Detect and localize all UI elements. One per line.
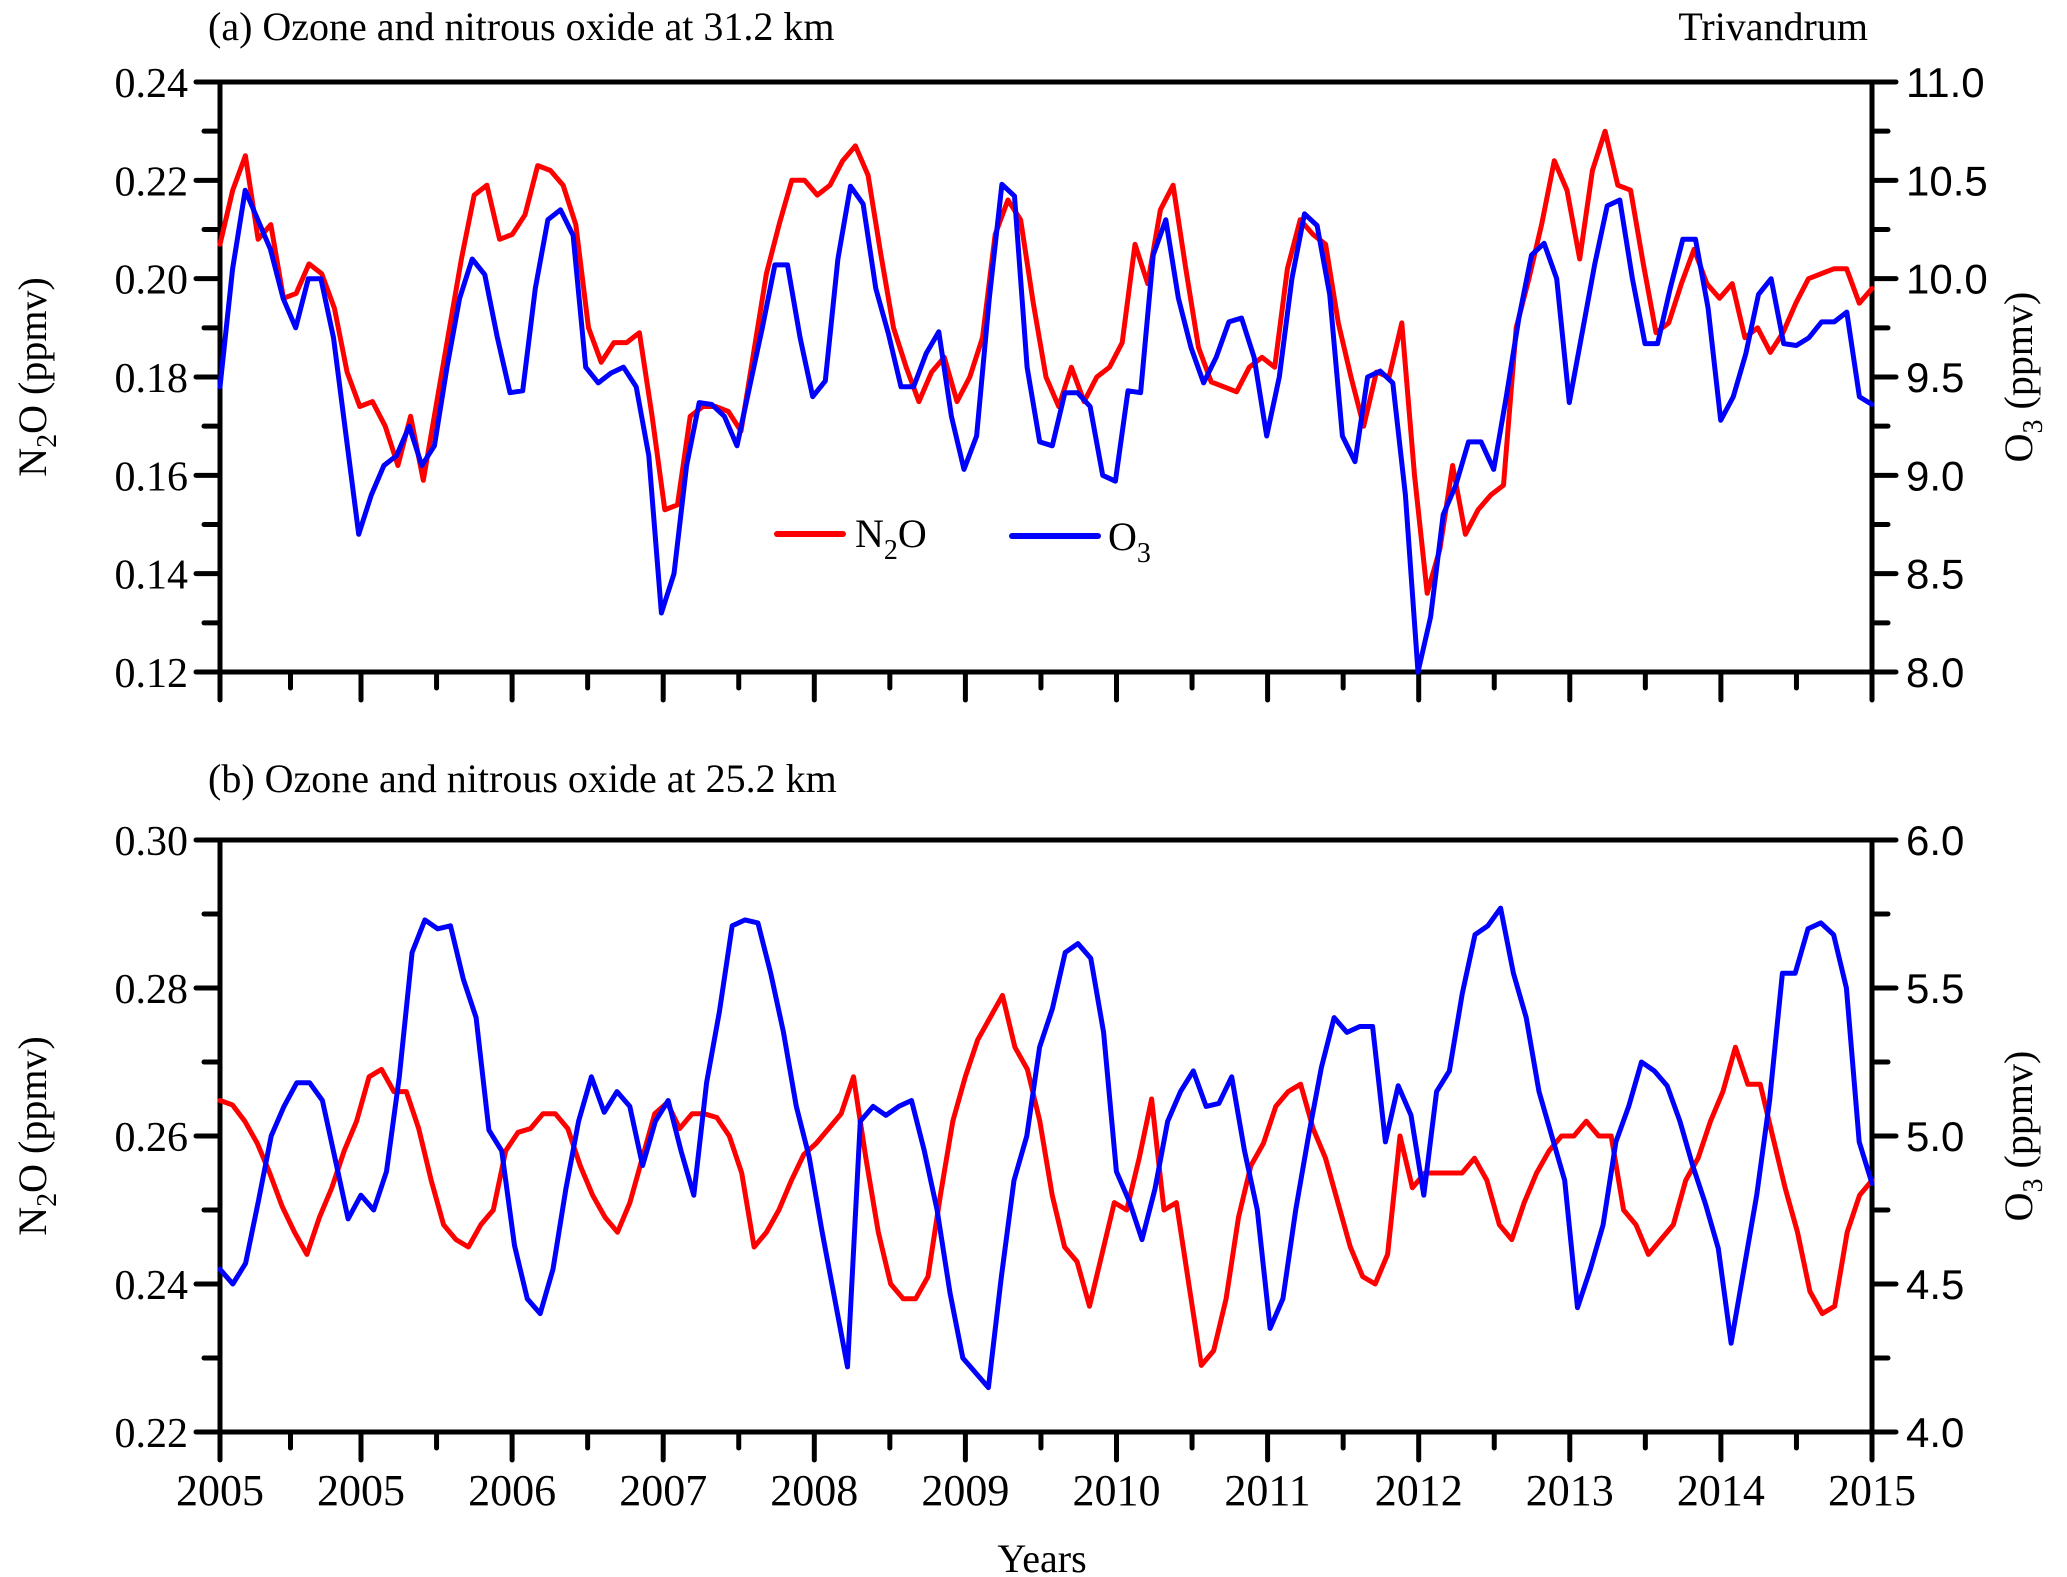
left-y-tick-label: 0.18 xyxy=(115,356,189,402)
right-y-tick-label: 9.0 xyxy=(1906,452,1964,499)
right-y-tick-label: 11.0 xyxy=(1906,59,1985,106)
left-y-tick-label: 0.24 xyxy=(115,1263,189,1309)
left-y-tick-label: 0.28 xyxy=(115,967,189,1013)
panel-b-frame xyxy=(217,837,1875,1435)
x-tick-label: 2014 xyxy=(1677,1466,1765,1515)
right-y-tick-label: 10.0 xyxy=(1906,256,1988,303)
left-y-tick-label: 0.26 xyxy=(115,1115,189,1161)
left-y-tick-label: 0.20 xyxy=(115,258,189,304)
x-tick-label: 2010 xyxy=(1073,1466,1161,1515)
x-tick-label: 2012 xyxy=(1375,1466,1463,1515)
legend: N2O O3 xyxy=(774,511,1151,569)
left-y-tick-label: 0.16 xyxy=(115,454,189,500)
right-y-tick-label: 4.5 xyxy=(1906,1261,1964,1308)
x-tick-label: 2009 xyxy=(921,1466,1009,1515)
left-y-tick-label: 0.30 xyxy=(115,819,189,865)
x-tick-label: 2008 xyxy=(770,1466,858,1515)
right-y-tick-label: 9.5 xyxy=(1906,354,1964,401)
panel-b-left-axis-label: N2O (ppmv) xyxy=(10,1036,63,1236)
x-axis-label: Years xyxy=(997,1536,1086,1577)
left-y-tick-label: 0.14 xyxy=(115,553,189,599)
x-tick-label: 2015 xyxy=(1828,1466,1916,1515)
right-y-tick-label: 8.0 xyxy=(1906,649,1964,696)
series-line-o3 xyxy=(217,905,1875,1391)
panel-b-series xyxy=(217,905,1875,1391)
panel-a-left-axis-label: N2O (ppmv) xyxy=(10,277,63,477)
panel-a-title: (a) Ozone and nitrous oxide at 31.2 km xyxy=(208,4,835,49)
series-line-n2o xyxy=(217,992,1875,1368)
panel-a-location-annotation: Trivandrum xyxy=(1678,4,1868,49)
right-y-tick-label: 5.5 xyxy=(1906,965,1964,1012)
panel-b-ticks: 0.22 4.0 0.24 4.5 0.26 5.0 0.28 5.5 0.30 6.0 xyxy=(115,817,1964,1463)
x-tick-label: 2005 xyxy=(176,1466,264,1515)
series-line-o3 xyxy=(217,181,1875,675)
panel-a-series xyxy=(217,128,1875,675)
x-tick-label: 2013 xyxy=(1526,1466,1614,1515)
series-line-n2o xyxy=(217,128,1875,596)
right-y-tick-label: 10.5 xyxy=(1906,157,1988,204)
panel-b-right-axis-label: O3 (ppmv) xyxy=(1996,1051,2049,1222)
x-tick-label: 2005 xyxy=(317,1466,405,1515)
left-y-tick-label: 0.24 xyxy=(115,61,189,107)
right-y-tick-label: 4.0 xyxy=(1906,1409,1964,1456)
left-y-tick-label: 0.22 xyxy=(115,1411,189,1457)
legend-o3-label: O3 xyxy=(1108,514,1151,569)
x-tick-label: 2007 xyxy=(619,1466,707,1515)
x-tick-labels: 2005 2005 2006 2007 2008 2009 2010 2011 2012 2013… xyxy=(176,1466,1916,1515)
left-y-tick-label: 0.12 xyxy=(115,651,189,697)
x-tick-label: 2006 xyxy=(468,1466,556,1515)
right-y-tick-label: 6.0 xyxy=(1906,817,1964,864)
panel-a-right-axis-label: O3 (ppmv) xyxy=(1996,292,2049,463)
panel-b: (b) Ozone and nitrous oxide at 25.2 km 0… xyxy=(10,756,2049,1577)
right-y-tick-label: 5.0 xyxy=(1906,1113,1964,1160)
right-y-tick-label: 8.5 xyxy=(1906,551,1964,598)
panel-a-ticks: 0.12 8.0 0.14 8.5 0.16 9.0 0.18 9.5 0.20 10.0 0.22… xyxy=(115,59,1988,703)
legend-n2o-label: N2O xyxy=(855,511,927,566)
panel-a: (a) Ozone and nitrous oxide at 31.2 km T… xyxy=(10,4,2049,703)
left-y-tick-label: 0.22 xyxy=(115,159,189,205)
panel-b-title: (b) Ozone and nitrous oxide at 25.2 km xyxy=(208,756,837,801)
x-tick-label: 2011 xyxy=(1224,1466,1310,1515)
